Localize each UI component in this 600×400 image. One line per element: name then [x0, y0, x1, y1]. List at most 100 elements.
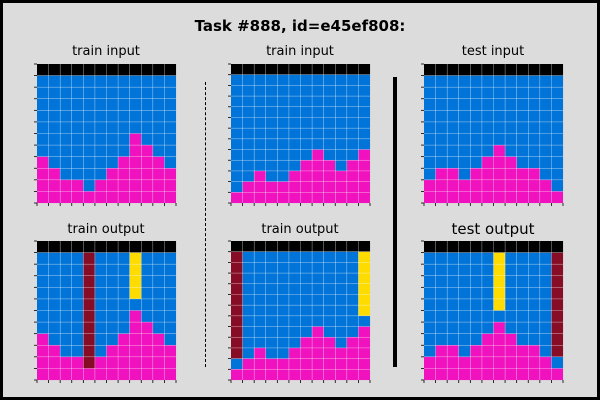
- grid-cell: [551, 287, 564, 299]
- grid-cell: [106, 310, 119, 323]
- grid-cell: [493, 264, 506, 276]
- grid-cell: [323, 170, 336, 182]
- grid-cell: [129, 310, 142, 323]
- grid-cell: [447, 121, 459, 134]
- grid-cell: [118, 287, 130, 299]
- grid-cell: [242, 85, 255, 97]
- grid-cell: [435, 87, 448, 99]
- grid-cell: [300, 358, 313, 370]
- grid-cell: [277, 96, 289, 107]
- grid-cell: [300, 181, 313, 193]
- grid-cell: [277, 337, 289, 348]
- grid-cell: [265, 117, 278, 129]
- grid-cell: [312, 315, 324, 327]
- grid-cell: [528, 298, 540, 311]
- grid-cell: [358, 64, 371, 75]
- grid-cell: [231, 315, 243, 327]
- grid-cell: [94, 64, 107, 76]
- grid-cell: [129, 345, 142, 357]
- grid-cell: [346, 149, 359, 161]
- grid-cell: [335, 160, 347, 171]
- grid-cell: [288, 170, 301, 182]
- grid-cell: [493, 252, 506, 265]
- grid-cell: [505, 298, 517, 311]
- grid-cell: [335, 251, 347, 263]
- grid-cell: [435, 98, 448, 111]
- grid-cell: [265, 294, 278, 306]
- grid-cell: [71, 275, 84, 288]
- grid-cell: [288, 149, 301, 161]
- grid-cell: [242, 251, 255, 263]
- grid-cell: [129, 368, 142, 381]
- grid-cell: [447, 110, 459, 122]
- grid-cell: [300, 117, 313, 129]
- grid-cell: [493, 179, 506, 192]
- grid-cell: [48, 75, 61, 88]
- grid-cell: [118, 191, 130, 204]
- grid-cell: [323, 117, 336, 129]
- grid-cell: [505, 110, 517, 122]
- grid-cell: [551, 275, 564, 288]
- grid-cell: [505, 345, 517, 357]
- grid-cell: [300, 85, 313, 97]
- grid-cell: [129, 168, 142, 180]
- grid-cell: [94, 145, 107, 157]
- grid-cell: [231, 192, 243, 204]
- grid-cell: [71, 156, 84, 169]
- grid-cell: [300, 369, 313, 381]
- grid-cell: [346, 262, 359, 274]
- grid-cell: [48, 156, 61, 169]
- grid-cell: [346, 64, 359, 75]
- grid-cell: [152, 168, 165, 180]
- grid-cell: [335, 85, 347, 97]
- grid-cell: [358, 138, 371, 150]
- grid-cell: [60, 333, 72, 346]
- grid-cell: [551, 64, 564, 76]
- grid-cell: [447, 133, 459, 146]
- grid-cell: [458, 252, 471, 265]
- grid-cell: [493, 64, 506, 76]
- grid-cell: [48, 121, 61, 134]
- grid-cell: [254, 149, 266, 161]
- grid-cell: [152, 368, 165, 381]
- grid-cell: [493, 98, 506, 111]
- grid-cell: [424, 64, 436, 76]
- grid-cell: [539, 75, 552, 88]
- grid-cell: [551, 264, 564, 276]
- grid-cell: [152, 75, 165, 88]
- grid-cell: [71, 333, 84, 346]
- grid-cell: [94, 87, 107, 99]
- grid-cell: [94, 275, 107, 288]
- grid-cell: [505, 191, 517, 204]
- grid-cell: [231, 128, 243, 139]
- grid-cell: [481, 75, 494, 88]
- grid-cell: [277, 369, 289, 381]
- grid-cell: [118, 356, 130, 369]
- grid-cell: [288, 181, 301, 193]
- grid-cell: [424, 368, 436, 381]
- grid-cell: [516, 252, 529, 265]
- grid-train-output-2: [228, 240, 371, 383]
- grid-cell: [231, 74, 243, 86]
- grid-cell: [323, 294, 336, 306]
- grid-cell: [346, 315, 359, 327]
- grid-cell: [83, 64, 95, 76]
- grid-cell: [106, 145, 119, 157]
- grid-cell: [300, 106, 313, 118]
- grid-cell: [323, 347, 336, 359]
- grid-cell: [106, 64, 119, 76]
- grid-cell: [300, 273, 313, 284]
- grid-cell: [312, 251, 324, 263]
- grid-cell: [164, 322, 177, 334]
- grid-cell: [539, 64, 552, 76]
- grid-cell: [335, 128, 347, 139]
- grid-cell: [312, 170, 324, 182]
- grid-cell: [505, 322, 517, 334]
- grid-cell: [242, 160, 255, 171]
- grid-cell: [106, 298, 119, 311]
- grid-cell: [516, 168, 529, 180]
- grid-cell: [528, 264, 540, 276]
- grid-cell: [358, 74, 371, 86]
- grid-cell: [277, 106, 289, 118]
- grid-cell: [481, 333, 494, 346]
